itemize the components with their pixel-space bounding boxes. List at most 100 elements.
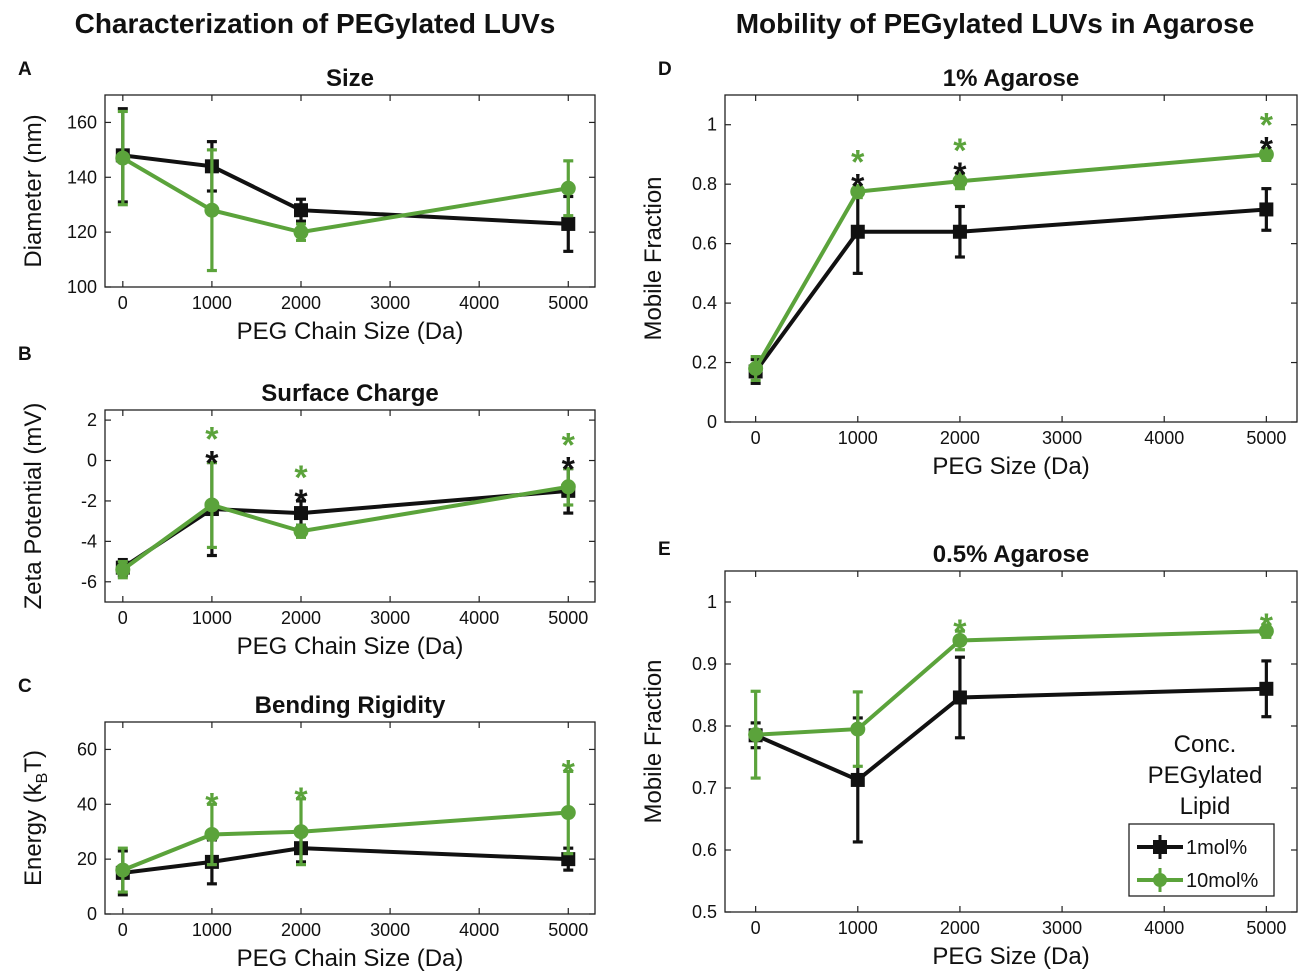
x-tick-label: 1000 <box>838 428 878 448</box>
data-point <box>850 772 865 787</box>
data-point <box>850 224 865 239</box>
data-point <box>204 202 220 218</box>
x-tick-label: 3000 <box>370 293 410 313</box>
y-tick-label: 2 <box>87 410 97 430</box>
panel-title: Bending Rigidity <box>255 692 446 719</box>
x-tick-label: 4000 <box>1144 428 1184 448</box>
significance-star-10mol: * <box>953 132 967 170</box>
x-axis-label: PEG Chain Size (Da) <box>237 633 464 660</box>
data-point <box>850 721 866 737</box>
data-point <box>294 203 308 218</box>
x-tick-label: 1000 <box>192 293 232 313</box>
y-tick-label: 0.2 <box>692 353 717 373</box>
y-tick-label: 0 <box>87 451 97 471</box>
y-tick-label: 0.9 <box>692 654 717 674</box>
series-line <box>754 686 1267 783</box>
x-axis-label: PEG Size (Da) <box>932 943 1089 970</box>
significance-star-10mol: * <box>851 144 865 182</box>
significance-star-1mol: * <box>294 483 308 521</box>
legend-label: 10mol% <box>1186 870 1258 892</box>
x-tick-label: 2000 <box>281 608 321 628</box>
x-tick-label: 1000 <box>192 920 232 940</box>
x-tick-label: 1000 <box>838 918 878 938</box>
y-tick-label: 0.6 <box>692 840 717 860</box>
data-point <box>293 824 309 840</box>
panel-a: A Size 0 1000 2000 3000 4000 5000 100 120 140 160 PE… <box>18 59 596 345</box>
plot-frame <box>724 570 1298 913</box>
data-point <box>204 826 220 842</box>
series-10mol <box>115 460 576 580</box>
series-line <box>122 846 569 875</box>
series-line <box>753 152 1267 370</box>
data-point <box>1259 202 1274 217</box>
y-axis-label: Mobile Fraction <box>640 176 667 340</box>
x-tick-label: 0 <box>751 918 761 938</box>
significance-star-10mol: * <box>294 781 308 819</box>
panel-title: 0.5% Agarose <box>933 541 1090 568</box>
y-axis-label: Mobile Fraction <box>640 659 667 823</box>
x-tick-label: 4000 <box>459 293 499 313</box>
data-point <box>294 506 308 521</box>
panel-d: D 1% Agarose 0 1000 2000 3000 4000 5000 0 0.2 0.4 0… <box>640 59 1298 480</box>
y-tick-label: 1 <box>707 115 717 135</box>
significance-star-1mol: * <box>562 451 576 489</box>
y-tick-label: -6 <box>81 572 97 592</box>
series-line <box>755 629 1267 737</box>
series-10mol <box>748 146 1274 382</box>
panel-letter: B <box>18 344 32 365</box>
y-tick-label: 140 <box>67 167 97 187</box>
x-tick-label: 3000 <box>1042 428 1082 448</box>
x-tick-label: 2000 <box>281 920 321 940</box>
data-point <box>1258 623 1274 639</box>
significance-star-10mol: * <box>562 753 576 791</box>
panel-title: 1% Agarose <box>943 65 1080 92</box>
plot-frame <box>104 409 596 603</box>
x-tick-label: 2000 <box>940 428 980 448</box>
left-header: Characterization of PEGylated LUVs <box>75 8 556 39</box>
data-point <box>293 224 309 240</box>
data-point <box>1259 681 1274 696</box>
y-tick-label: -2 <box>81 491 97 511</box>
y-tick-label: 0 <box>707 412 717 432</box>
legend-label: 1mol% <box>1186 837 1247 859</box>
data-point <box>115 562 131 578</box>
data-point <box>1258 146 1274 162</box>
y-tick-label: 160 <box>67 112 97 132</box>
legend-marker <box>1153 873 1167 887</box>
y-tick-label: 0.7 <box>692 778 717 798</box>
panel-c: C Bending Rigidity 0 1000 2000 3000 4000 5000 0 2… <box>18 676 596 971</box>
data-point <box>560 180 576 196</box>
y-tick-label: 0.8 <box>692 174 717 194</box>
series-1mol <box>748 187 1274 385</box>
panel-letter: A <box>18 59 32 80</box>
x-tick-label: 0 <box>118 293 128 313</box>
data-point <box>952 690 967 705</box>
panel-title: Surface Charge <box>261 380 438 407</box>
x-tick-label: 3000 <box>1042 918 1082 938</box>
plot-frame <box>104 94 596 288</box>
legend-title-line: Conc. <box>1174 731 1237 758</box>
y-axis-label: Diameter (nm) <box>20 114 47 267</box>
x-axis-label: PEG Chain Size (Da) <box>237 318 464 345</box>
y-tick-label: 100 <box>67 277 97 297</box>
significance-star-1mol: * <box>1260 131 1274 169</box>
y-tick-label: 0 <box>87 904 97 924</box>
series-line <box>121 484 569 572</box>
y-axis-label: Energy (kBT) <box>20 750 51 886</box>
x-tick-label: 3000 <box>370 920 410 940</box>
x-axis-label: PEG Size (Da) <box>932 453 1089 480</box>
plot-frame <box>104 721 596 915</box>
panel-letter: E <box>658 539 671 560</box>
data-point <box>561 852 576 867</box>
plot-frame <box>724 94 1298 423</box>
significance-star-10mol: * <box>1260 107 1274 145</box>
panel-letter: D <box>658 59 672 80</box>
data-point <box>115 150 131 166</box>
significance-star-10mol: * <box>205 786 219 824</box>
series-10mol <box>115 109 576 273</box>
y-tick-label: 1 <box>707 592 717 612</box>
x-tick-label: 0 <box>118 920 128 940</box>
x-tick-label: 4000 <box>1144 918 1184 938</box>
panel-e: E 0.5% Agarose 0 1000 2000 3000 4000 5000 0.5 0.6… <box>640 539 1298 970</box>
